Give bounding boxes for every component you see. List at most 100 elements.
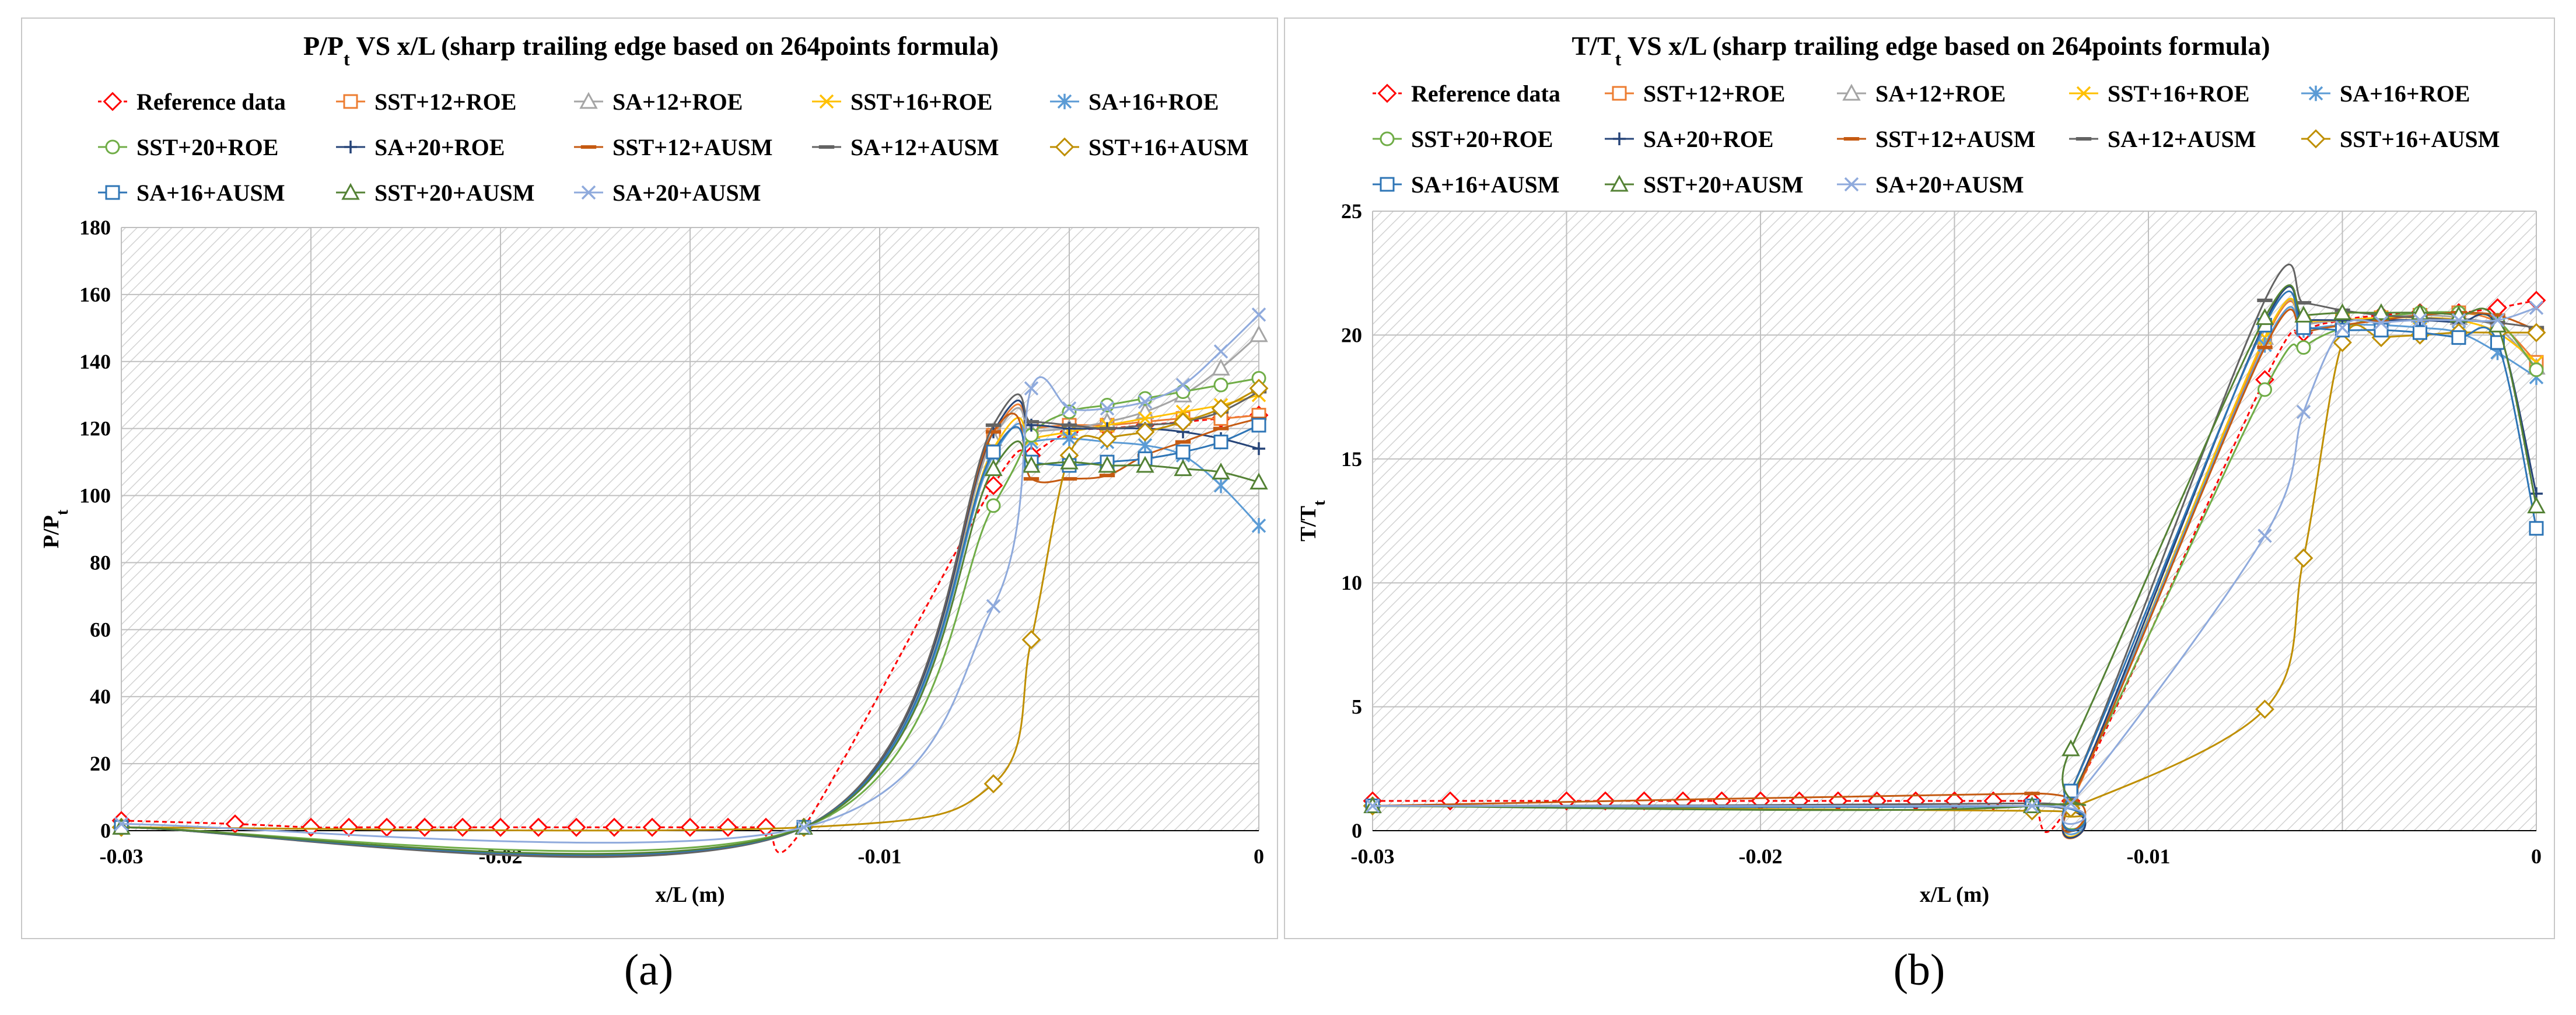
chart-a-data-point-sa-20-ausm (1251, 307, 1266, 322)
chart-panel-b: T/Tt VS x/L (sharp trailing edge based o… (1284, 18, 2555, 939)
chart-b-legend-label-sst-12-ausm: SST+12+AUSM (1875, 126, 2036, 152)
chart-a-data-point-sst-16-ausm (1249, 379, 1269, 398)
chart-b-data-point-sa-16-ausm (2413, 325, 2427, 340)
chart-b-gridlines (1372, 211, 2537, 831)
chart-b-series-sa-20-ausm (1365, 300, 2544, 825)
chart-b-data-point-sst-20-ausm (2527, 496, 2546, 514)
chart-a-data-point-sst-16-roe (1138, 411, 1153, 426)
chart-b-series-line-sst-12-ausm (1372, 309, 2537, 833)
chart-b-legend-item-sst-12-ausm: SST+12+AUSM (1837, 126, 2036, 152)
chart-b-legend-marker-sst-16-ausm (2306, 129, 2326, 149)
chart-a-data-point-sa-20-ausm (114, 817, 129, 831)
chart-a-data-point-sa-12-roe (1250, 325, 1268, 342)
chart-b-series-group (1363, 263, 2546, 839)
chart-b-x-tick-label: -0.02 (1739, 845, 1783, 868)
chart-a-legend-marker-sa-20-roe (344, 141, 357, 153)
chart-a-legend-marker-sa-16-ausm (105, 185, 120, 200)
chart-b-legend-marker-sst-20-roe (1380, 131, 1395, 146)
chart-b-data-point-sa-16-ausm (2296, 320, 2311, 335)
chart-b-data-point-sst-20-ausm (2255, 308, 2274, 326)
chart-a-legend-label-sst-12-ausm: SST+12+AUSM (612, 134, 773, 160)
chart-a-legend: Reference data SST+12+ROE SA+12+ROE SST+16+… (98, 89, 1249, 206)
chart-b-y-tick-label: 20 (1341, 323, 1362, 346)
chart-b-data-point-sst-20-ausm (2062, 739, 2080, 757)
chart-b-data-point-sa-20-ausm (2335, 320, 2350, 335)
chart-a-data-point-sa-16-roe (1251, 518, 1266, 534)
chart-b-data-point-sst-16-ausm (2294, 548, 2314, 568)
chart-a-series-group (111, 307, 1269, 858)
chart-a-data-point-sst-20-ausm (1022, 456, 1041, 473)
chart-b-y-tick-label: 25 (1341, 200, 1362, 223)
chart-a-legend-label-sst-20-roe: SST+20+ROE (136, 134, 278, 160)
chart-a-legend-label-sa-20-roe: SA+20+ROE (374, 134, 505, 160)
chart-a-data-point-sa-20-ausm (1062, 401, 1077, 416)
chart-a-data-point-reference-data (642, 817, 662, 837)
chart-a-legend-marker-sst-16-roe (819, 94, 834, 109)
chart-a-legend-item-sa-12-roe: SA+12+ROE (574, 89, 743, 115)
chart-b-data-point-sst-16-ausm (2255, 699, 2274, 719)
chart-b-legend-item-sa-20-ausm: SA+20+AUSM (1837, 172, 2024, 198)
chart-b-svg: T/Tt VS x/L (sharp trailing edge based o… (1296, 31, 2546, 907)
chart-a-legend-item-sa-12-ausm: SA+12+AUSM (812, 134, 999, 160)
chart-a-data-point-sa-20-ausm (1024, 381, 1039, 396)
chart-a-data-point-reference-data (680, 817, 700, 837)
chart-b-data-point-sa-20-ausm (1365, 799, 1380, 813)
chart-a-legend-marker-sa-16-roe (1057, 93, 1072, 110)
chart-a-legend-marker-reference-data (103, 92, 123, 111)
chart-a-legend-item-sst-12-roe: SST+12+ROE (336, 89, 516, 115)
panel-label-a: (a) (624, 946, 674, 995)
chart-a-data-point-sst-20-ausm (1098, 456, 1116, 473)
chart-b-data-point-sa-20-ausm (2529, 300, 2544, 315)
chart-b-data-point-sst-16-ausm (2333, 332, 2352, 352)
chart-a-data-point-sst-16-ausm (984, 774, 1003, 793)
chart-a-data-point-sa-16-ausm (1213, 435, 1228, 450)
chart-b-y-axis-label: T/Tt (1296, 500, 1329, 541)
chart-b-legend-item-reference-data: Reference data (1373, 80, 1560, 107)
chart-a-data-point-sst-20-roe (986, 498, 1001, 513)
chart-a-data-point-sa-16-roe (1213, 478, 1228, 494)
chart-a-legend-item-sa-20-roe: SA+20+ROE (336, 134, 505, 160)
chart-b-legend-marker-sa-20-roe (1613, 132, 1626, 145)
chart-a-y-tick-label: 180 (79, 216, 111, 239)
chart-a-data-point-sst-20-ausm (1060, 452, 1079, 470)
chart-a-legend-item-sst-12-ausm: SST+12+AUSM (574, 134, 773, 160)
chart-a-data-point-sst-16-ausm (1097, 429, 1117, 449)
chart-a-data-point-sa-20-ausm (986, 598, 1001, 614)
chart-a-data-point-sa-20-ausm (1100, 401, 1115, 416)
chart-a-data-point-sa-20-ausm (1175, 377, 1191, 393)
chart-b-x-tick-label: -0.01 (2127, 845, 2171, 868)
chart-b-data-point-sa-20-ausm (2490, 313, 2505, 328)
chart-panel-a: P/Pt VS x/L (sharp trailing edge based o… (21, 18, 1278, 939)
chart-a-y-tick-label: 160 (79, 283, 111, 306)
chart-b-data-point-sa-20-ausm (2296, 404, 2311, 419)
chart-b-x-axis-label: x/L (m) (1920, 883, 1989, 907)
chart-a-y-tick-label: 140 (79, 350, 111, 373)
chart-a-legend-marker-sa-12-roe (579, 92, 598, 109)
chart-b-legend-label-sst-20-roe: SST+20+ROE (1411, 126, 1553, 152)
chart-a-data-point-sst-20-ausm (1250, 473, 1268, 490)
chart-b-data-point-sa-16-ausm (2063, 783, 2078, 799)
chart-b-legend-marker-sa-12-roe (1842, 83, 1861, 101)
chart-a-legend-label-sa-20-ausm: SA+20+AUSM (612, 180, 761, 206)
chart-a-legend-label-sa-12-roe: SA+12+ROE (612, 89, 743, 115)
chart-b-data-point-sa-20-ausm (2374, 315, 2389, 330)
chart-a-y-axis-label: P/Pt (39, 509, 72, 548)
chart-a-y-tick-label: 20 (90, 752, 111, 775)
chart-a-legend-item-sa-16-roe: SA+16+ROE (1050, 89, 1219, 115)
chart-a-legend-label-sa-16-roe: SA+16+ROE (1088, 89, 1219, 115)
chart-b-legend-label-sa-12-ausm: SA+12+AUSM (2108, 126, 2256, 152)
chart-b-y-tick-label: 5 (1352, 695, 1362, 719)
chart-a-legend-item-sst-20-roe: SST+20+ROE (98, 134, 278, 160)
chart-a-data-point-sst-16-roe (1175, 404, 1191, 419)
chart-b-legend-marker-sa-16-roe (2308, 85, 2323, 102)
chart-a-y-tick-label: 40 (90, 685, 111, 708)
chart-b-legend-item-sst-20-roe: SST+20+ROE (1373, 126, 1553, 152)
chart-a-series-line-sa-20-ausm (121, 314, 1260, 844)
chart-a-y-tick-label: 100 (79, 484, 111, 508)
chart-a-data-point-reference-data (453, 817, 473, 837)
chart-b-y-tick-label: 0 (1352, 819, 1362, 842)
chart-a-legend-item-sst-16-ausm: SST+16+AUSM (1050, 134, 1249, 160)
chart-a-svg: P/Pt VS x/L (sharp trailing edge based o… (39, 31, 1269, 907)
chart-a-data-point-reference-data (528, 817, 548, 837)
chart-a-legend-marker-sst-20-roe (105, 139, 120, 155)
